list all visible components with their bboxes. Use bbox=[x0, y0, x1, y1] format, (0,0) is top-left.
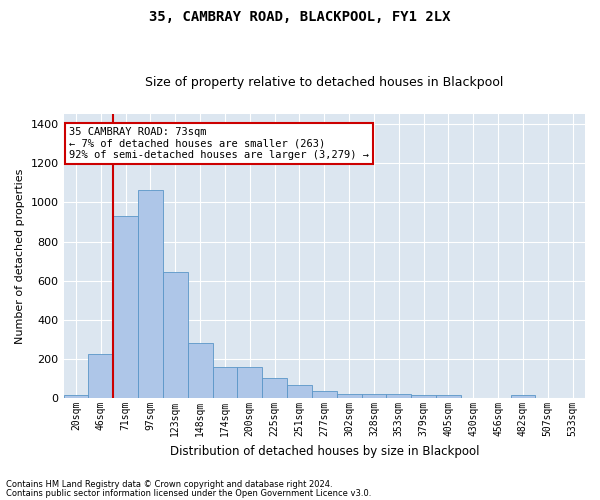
Bar bbox=[212, 367, 238, 398]
Bar bbox=[163, 272, 188, 398]
Bar bbox=[436, 395, 461, 398]
Bar bbox=[188, 344, 212, 398]
X-axis label: Distribution of detached houses by size in Blackpool: Distribution of detached houses by size … bbox=[170, 444, 479, 458]
Bar bbox=[113, 216, 138, 398]
Bar bbox=[287, 386, 312, 398]
Bar bbox=[238, 367, 262, 398]
Bar bbox=[88, 354, 113, 398]
Title: Size of property relative to detached houses in Blackpool: Size of property relative to detached ho… bbox=[145, 76, 503, 90]
Text: Contains HM Land Registry data © Crown copyright and database right 2024.: Contains HM Land Registry data © Crown c… bbox=[6, 480, 332, 489]
Y-axis label: Number of detached properties: Number of detached properties bbox=[15, 168, 25, 344]
Bar bbox=[64, 395, 88, 398]
Bar bbox=[362, 394, 386, 398]
Bar bbox=[138, 190, 163, 398]
Text: 35 CAMBRAY ROAD: 73sqm
← 7% of detached houses are smaller (263)
92% of semi-det: 35 CAMBRAY ROAD: 73sqm ← 7% of detached … bbox=[69, 127, 369, 160]
Bar bbox=[312, 392, 337, 398]
Text: 35, CAMBRAY ROAD, BLACKPOOL, FY1 2LX: 35, CAMBRAY ROAD, BLACKPOOL, FY1 2LX bbox=[149, 10, 451, 24]
Bar bbox=[411, 395, 436, 398]
Bar bbox=[511, 395, 535, 398]
Bar bbox=[262, 378, 287, 398]
Text: Contains public sector information licensed under the Open Government Licence v3: Contains public sector information licen… bbox=[6, 488, 371, 498]
Bar bbox=[337, 394, 362, 398]
Bar bbox=[386, 394, 411, 398]
